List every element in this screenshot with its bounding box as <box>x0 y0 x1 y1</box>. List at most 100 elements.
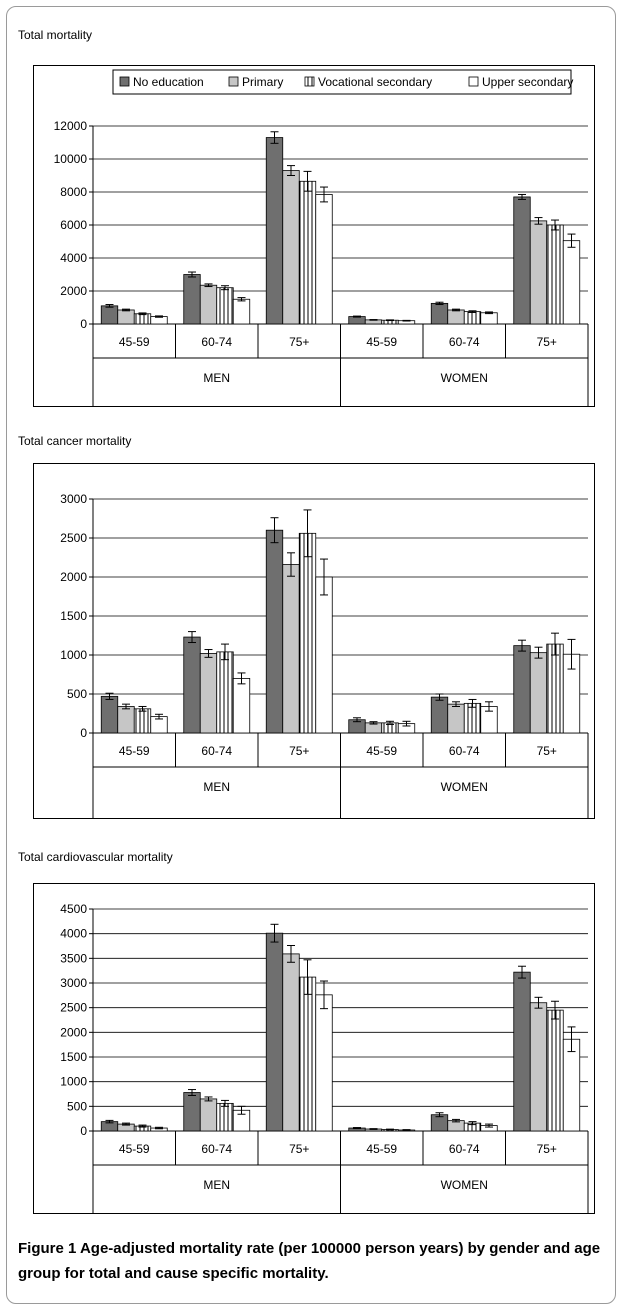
chart-total-cardiovascular-mortality-svg: 0 500 1000 1500 2000 2500 3000 3500 4000 4500 45-5… <box>60 902 589 1214</box>
figure-caption-text: Age-adjusted mortality rate (per 100000 … <box>18 1240 601 1282</box>
panel-title-total-cancer-mortality: Total cancer mortality <box>18 434 132 448</box>
bar-primary <box>529 652 548 734</box>
bar-vocational-secondary <box>133 708 152 734</box>
bar-no-education <box>348 316 366 325</box>
bar-vocational-secondary <box>298 532 317 734</box>
y-tick-label: 1000 <box>60 648 87 662</box>
y-tick-label: 0 <box>80 317 87 331</box>
bar-primary <box>447 309 465 325</box>
bar-primary <box>199 653 218 734</box>
category-label: 75+ <box>289 335 309 349</box>
bar-no-education <box>513 971 531 1132</box>
y-tick-label: 4000 <box>60 927 87 941</box>
bar-primary <box>117 309 135 325</box>
bar-primary <box>199 284 218 325</box>
category-label: 75+ <box>537 335 557 349</box>
bar-vocational-secondary <box>463 702 482 734</box>
category-label: 60-74 <box>201 1142 232 1156</box>
bar-no-education <box>265 529 284 734</box>
legend-swatch-primary <box>228 76 239 87</box>
chart-total-mortality-svg: 0 2000 4000 6000 8000 10000 12000 45-59 60-74 75+… <box>54 69 589 407</box>
bar-vocational-secondary <box>463 311 482 325</box>
bar-no-education <box>100 305 119 325</box>
bar-no-education <box>100 695 119 734</box>
y-tick-label: 3000 <box>60 492 87 506</box>
bar-upper-secondary <box>562 240 581 325</box>
legend-swatch-vocational-secondary <box>304 76 315 87</box>
y-tick-label: 0 <box>80 1124 87 1138</box>
bar-vocational-secondary <box>546 1009 564 1132</box>
bar-no-education <box>430 302 449 325</box>
bar-upper-secondary <box>315 576 333 734</box>
bar-no-education <box>513 196 531 325</box>
bar-vocational-secondary <box>133 313 152 325</box>
panel-title-total-cardiovascular-mortality: Total cardiovascular mortality <box>18 850 173 864</box>
category-label: 45-59 <box>366 1142 397 1156</box>
bar-primary <box>447 703 465 734</box>
category-label: 75+ <box>537 1142 557 1156</box>
category-label: 60-74 <box>449 744 480 758</box>
y-tick-label: 2500 <box>60 531 87 545</box>
y-tick-label: 1500 <box>60 609 87 623</box>
bar-primary <box>282 170 300 325</box>
group-label-women: WOMEN <box>441 1178 488 1192</box>
y-tick-label: 8000 <box>60 185 87 199</box>
bar-no-education <box>513 645 531 734</box>
y-tick-label: 0 <box>80 726 87 740</box>
bar-no-education <box>183 1092 201 1132</box>
bar-no-education <box>183 636 201 734</box>
group-label-men: MEN <box>203 780 230 794</box>
category-label: 45-59 <box>119 744 150 758</box>
bar-vocational-secondary <box>546 643 564 734</box>
legend-label: No education <box>133 75 204 89</box>
category-label: 75+ <box>289 744 309 758</box>
y-tick-label: 500 <box>67 1099 87 1113</box>
bar-primary <box>529 1002 548 1132</box>
y-tick-label: 3000 <box>60 976 87 990</box>
bar-upper-secondary <box>315 994 333 1132</box>
chart-total-cancer-mortality: 0 500 1000 1500 2000 2500 3000 45-59 60-74 75+ 45-… <box>33 463 595 819</box>
figure-frame <box>6 6 616 1304</box>
legend-box <box>112 69 572 95</box>
legend: No education Primary Vocational secondary U… <box>112 69 573 95</box>
group-label-men: MEN <box>203 371 230 385</box>
bar-vocational-secondary <box>216 1102 234 1132</box>
y-tick-label: 2500 <box>60 1001 87 1015</box>
chart-total-mortality: 0 2000 4000 6000 8000 10000 12000 45-59 60-74 75+… <box>33 65 595 407</box>
figure-label: Figure 1 <box>18 1240 77 1257</box>
category-label: 75+ <box>289 1142 309 1156</box>
y-tick-label: 12000 <box>54 119 88 133</box>
bar-upper-secondary <box>232 677 251 734</box>
bar-primary <box>117 706 135 734</box>
group-label-women: WOMEN <box>441 780 488 794</box>
category-label: 60-74 <box>201 744 232 758</box>
group-label-men: MEN <box>203 1178 230 1192</box>
figure-caption: Figure 1 Age-adjusted mortality rate (pe… <box>18 1236 618 1286</box>
category-label: 60-74 <box>449 335 480 349</box>
y-tick-label: 4500 <box>60 902 87 916</box>
category-label: 60-74 <box>201 335 232 349</box>
y-tick-label: 10000 <box>54 152 88 166</box>
y-tick-label: 2000 <box>60 284 87 298</box>
bar-no-education <box>265 932 284 1132</box>
y-tick-label: 1000 <box>60 1075 87 1089</box>
bar-vocational-secondary <box>298 976 317 1132</box>
bar-primary <box>199 1098 218 1132</box>
legend-label: Vocational secondary <box>318 75 432 89</box>
legend-swatch-no-education <box>119 76 130 87</box>
category-label: 45-59 <box>119 335 150 349</box>
bar-primary <box>282 564 300 734</box>
bar-upper-secondary <box>480 312 498 325</box>
category-label: 60-74 <box>449 1142 480 1156</box>
category-label: 45-59 <box>366 335 397 349</box>
bar-vocational-secondary <box>298 180 317 325</box>
chart-total-cancer-mortality-svg: 0 500 1000 1500 2000 2500 3000 45-59 60-74 75+ 45-… <box>60 492 589 819</box>
bar-upper-secondary <box>232 298 251 325</box>
legend-label: Primary <box>242 75 283 89</box>
y-tick-label: 4000 <box>60 251 87 265</box>
bar-upper-secondary <box>562 1038 581 1132</box>
bar-vocational-secondary <box>216 287 234 325</box>
y-tick-label: 2000 <box>60 570 87 584</box>
y-tick-label: 2000 <box>60 1025 87 1039</box>
bar-no-education <box>265 137 284 325</box>
